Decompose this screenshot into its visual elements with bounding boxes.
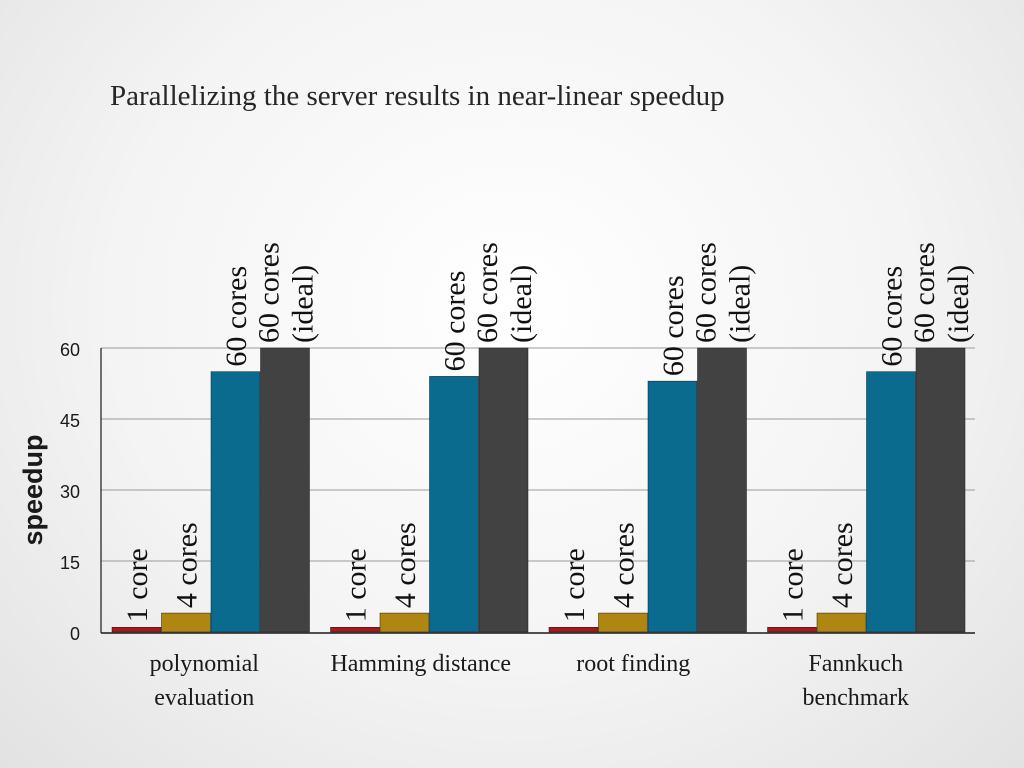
bar-label-line: 60 cores [438,271,471,372]
bar-label-line: (ideal) [942,265,975,343]
bar-label: 60 cores [438,271,471,372]
y-tick-label: 0 [70,624,80,644]
bar-label-line: (ideal) [286,265,319,343]
bar-label: 60 cores [220,266,253,367]
bar-label: 1 core [776,548,809,622]
category-label: Hamming distance [311,647,531,681]
category-label-line: Fannkuch [808,651,904,677]
bar [598,612,648,633]
category-label-line: evaluation [154,685,255,711]
bar [429,376,479,633]
category-label: polynomial evaluation [94,647,314,715]
bar-label-line: (ideal) [505,265,538,343]
bar [915,347,966,633]
category-label-line: benchmark [802,685,910,711]
bar [697,347,747,633]
bar-label-line: 60 cores [252,242,285,343]
bar-label-line: 1 core [121,548,154,622]
bar-label: 60 cores(ideal) [471,242,538,343]
y-tick-label: 60 [60,340,80,360]
bar [210,371,261,633]
y-tick-labels: 0 15 30 45 60 [60,340,80,644]
bar-label-line: 1 core [558,548,591,622]
slide-title: Parallelizing the server results in near… [110,80,725,112]
bar-label-line: 1 core [776,548,809,622]
bar-label-line: 60 cores [689,242,722,343]
bar-label: 4 cores [170,522,203,608]
bar [478,347,529,633]
bar-label: 4 cores [826,522,859,608]
bar-label: 1 core [339,548,372,622]
bar [330,627,380,633]
category-label: Fannkuch benchmark [746,647,966,715]
bar-label-line: 60 cores [908,242,941,343]
bar-label: 1 core [121,548,154,622]
y-axis-label: speedup [18,434,48,545]
bar-label-line: 1 core [339,548,372,622]
bars [111,347,966,633]
y-tick-label: 15 [60,553,80,573]
bar-label-line: 4 cores [389,522,422,608]
bar-label-line: 4 cores [170,522,203,608]
bar [111,627,162,633]
bar [260,347,310,633]
bar [866,371,916,633]
bar-label: 60 cores(ideal) [908,242,975,343]
bar-label: 1 core [558,548,591,622]
category-label-line: Hamming distance [330,651,512,677]
bar-label: 4 cores [607,522,640,608]
bar-label-line: 4 cores [607,522,640,608]
bar-label-line: 60 cores [471,242,504,343]
bar [548,627,599,633]
bar [161,612,211,633]
bar [647,380,698,633]
bar-label: 60 cores [875,266,908,367]
bar [767,627,817,633]
category-label-line: polynomial [149,651,259,677]
bar-label: 60 cores [657,275,690,376]
bar [816,612,867,633]
bar-label-line: 60 cores [875,266,908,367]
bar-label: 4 cores [389,522,422,608]
bar-label-line: (ideal) [723,265,756,343]
bar-label: 60 cores(ideal) [689,242,756,343]
y-tick-label: 30 [60,482,80,502]
category-label: root finding [523,647,743,681]
bar-label-line: 60 cores [657,275,690,376]
bar [379,612,430,633]
category-label-line: root finding [576,651,691,677]
bar-label: 60 cores(ideal) [252,242,319,343]
axes [100,348,975,634]
y-tick-label: 45 [60,411,80,431]
bar-label-line: 60 cores [220,266,253,367]
bar-label-line: 4 cores [826,522,859,608]
